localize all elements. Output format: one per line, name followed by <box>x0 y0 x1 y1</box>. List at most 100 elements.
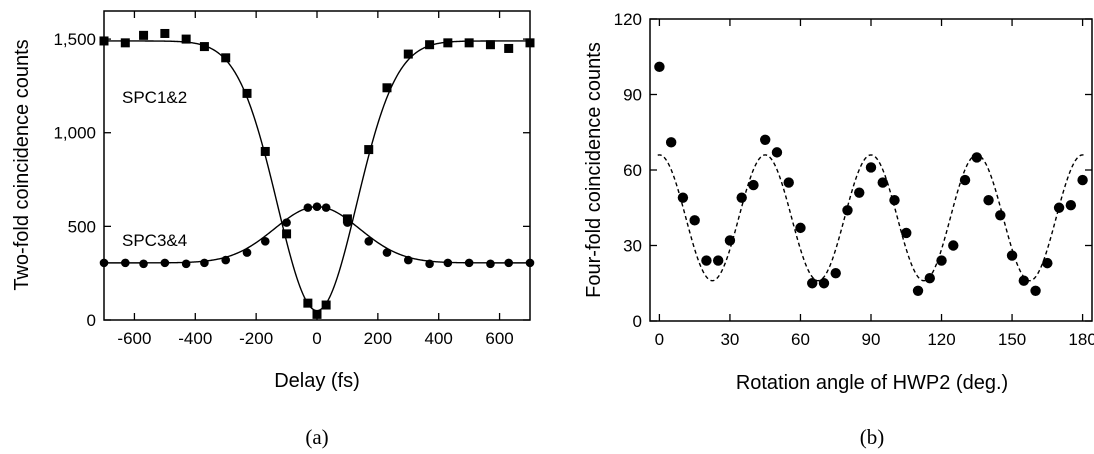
data-point-circle <box>464 258 474 268</box>
panel-a-caption: (a) <box>305 425 328 449</box>
series-label-spc12: SPC1&2 <box>122 88 187 107</box>
data-point-circle <box>689 215 700 226</box>
y-tick-label: 30 <box>623 237 642 256</box>
x-tick-label: 400 <box>425 329 453 348</box>
data-point-circle <box>425 259 434 269</box>
data-point-circle <box>665 137 677 148</box>
panel-a-delay-plot: -600 -400 -200 0 200 400 600 0 500 1,000 1,500 SPC… <box>11 10 535 449</box>
data-point-circle <box>321 203 331 212</box>
data-point-circle <box>654 61 665 73</box>
data-point-circle <box>971 152 982 163</box>
x-tick-label: 200 <box>364 329 392 348</box>
data-point-square <box>160 28 170 38</box>
panel-b-y-axis-label: Four-fold coincidence counts <box>583 42 605 298</box>
y-tick-label: 0 <box>87 311 96 330</box>
data-point-circle <box>854 187 865 198</box>
x-tick-label: 150 <box>998 330 1026 349</box>
data-point-square <box>464 38 474 48</box>
data-point-square <box>221 53 231 63</box>
data-point-circle <box>771 147 783 158</box>
data-point-circle <box>724 235 736 246</box>
data-point-circle <box>842 205 853 216</box>
x-tick-label: -600 <box>117 329 151 348</box>
panel-b-rotation-plot: 0 30 60 90 120 150 180 0 30 60 90 120 Rotation angl… <box>583 10 1094 449</box>
data-point-circle <box>818 278 830 289</box>
data-point-square <box>99 36 109 46</box>
data-point-circle <box>364 237 374 246</box>
data-point-circle <box>121 258 130 268</box>
data-point-circle <box>382 248 392 257</box>
data-point-square <box>382 83 392 93</box>
data-point-circle <box>830 267 841 279</box>
data-point-circle <box>701 255 712 266</box>
data-point-circle <box>221 255 231 265</box>
data-point-circle <box>901 227 912 239</box>
data-point-square <box>425 40 435 50</box>
panel-b-caption: (b) <box>860 425 885 449</box>
data-point-square <box>181 34 191 44</box>
panel-a-fit-curves <box>104 40 530 312</box>
data-point-circle <box>181 259 191 269</box>
data-point-circle <box>924 273 935 284</box>
panel-b-data-points <box>654 61 1088 296</box>
x-tick-label: 120 <box>927 330 955 349</box>
data-point-circle <box>936 255 947 266</box>
data-point-circle <box>282 218 291 227</box>
data-point-circle <box>959 174 971 186</box>
data-point-circle <box>995 210 1006 221</box>
data-point-circle <box>712 255 724 266</box>
data-point-square <box>485 40 495 50</box>
data-point-circle <box>877 177 888 188</box>
x-tick-label: 180 <box>1068 330 1094 349</box>
data-point-square <box>504 43 514 53</box>
panel-b-x-axis-label: Rotation angle of HWP2 (deg.) <box>736 372 1008 394</box>
data-point-circle <box>912 285 924 296</box>
data-point-circle <box>1018 275 1030 286</box>
panel-b-fit-curve <box>657 154 1085 282</box>
data-point-circle <box>1065 200 1077 211</box>
data-point-circle <box>1030 285 1041 296</box>
y-tick-label: 500 <box>68 217 96 236</box>
data-point-circle <box>865 162 877 173</box>
data-point-square <box>312 309 322 319</box>
data-point-circle <box>486 259 495 269</box>
data-point-square <box>321 300 331 310</box>
y-tick-label: 90 <box>623 86 642 105</box>
data-point-square <box>364 145 374 155</box>
fit-curve <box>657 154 1085 282</box>
data-point-circle <box>795 222 806 234</box>
data-point-circle <box>1006 250 1018 261</box>
data-point-square <box>282 229 292 239</box>
panel-a-y-axis-label: Two-fold coincidence counts <box>11 39 33 290</box>
data-point-circle <box>99 258 109 268</box>
data-point-square <box>139 30 149 40</box>
data-point-circle <box>736 192 747 203</box>
data-point-circle <box>504 258 513 268</box>
data-point-square <box>260 146 270 156</box>
data-point-square <box>443 38 453 48</box>
data-point-circle <box>807 278 818 289</box>
data-point-circle <box>783 177 794 188</box>
data-point-square <box>199 42 209 52</box>
x-tick-label: 30 <box>720 330 739 349</box>
x-tick-label: 600 <box>485 329 513 348</box>
data-point-circle <box>242 248 252 257</box>
data-point-circle <box>260 237 270 246</box>
data-point-circle <box>748 179 759 191</box>
data-point-circle <box>1042 257 1053 269</box>
data-point-circle <box>677 192 689 203</box>
data-point-circle <box>983 195 994 206</box>
y-tick-label: 120 <box>614 10 642 29</box>
series-label-spc34: SPC3&4 <box>122 231 187 250</box>
data-point-circle <box>139 259 148 269</box>
y-tick-label: 1,000 <box>53 124 96 143</box>
x-tick-label: 60 <box>791 330 810 349</box>
y-tick-label: 1,500 <box>53 30 96 49</box>
data-point-circle <box>312 202 322 211</box>
data-point-circle <box>948 240 959 251</box>
panel-a-ticks: -600 -400 -200 0 200 400 600 0 500 1,000 1,500 <box>53 11 530 348</box>
data-point-square <box>525 38 535 48</box>
data-point-circle <box>1053 202 1065 213</box>
data-point-circle <box>343 218 352 227</box>
